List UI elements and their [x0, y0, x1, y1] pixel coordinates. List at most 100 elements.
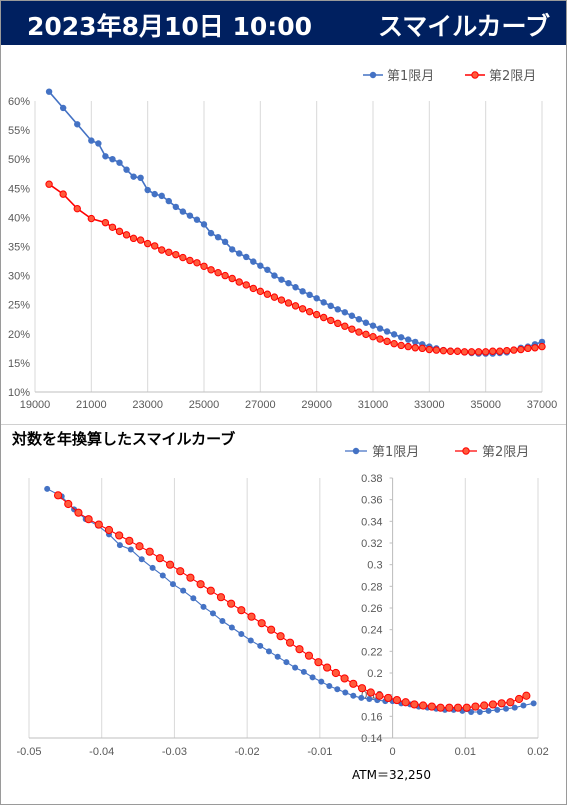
data-point: [323, 663, 332, 672]
data-point: [138, 556, 145, 563]
data-point: [145, 547, 154, 556]
data-point: [390, 339, 398, 348]
data-point: [151, 190, 158, 198]
data-point: [109, 156, 116, 163]
data-point: [116, 159, 123, 166]
data-point: [250, 258, 257, 265]
data-point: [384, 693, 393, 703]
data-point: [176, 567, 185, 576]
data-point: [263, 290, 272, 298]
data-point: [59, 104, 67, 112]
data-point: [320, 313, 328, 322]
x-tick-label: -0.03: [162, 746, 187, 758]
data-point: [74, 508, 83, 517]
data-point: [135, 542, 144, 551]
data-point: [341, 322, 349, 330]
y-tick-label: 0.32: [361, 538, 382, 550]
data-point: [404, 342, 412, 351]
data-point: [292, 664, 299, 671]
data-point: [165, 248, 173, 257]
data-point: [348, 325, 356, 333]
data-point: [327, 302, 334, 310]
data-point: [115, 227, 124, 236]
y-tick-label: 40%: [8, 212, 30, 224]
data-point: [467, 348, 476, 356]
data-point: [453, 347, 462, 355]
data-point: [94, 520, 103, 529]
x-tick-label: -0.05: [16, 746, 41, 758]
data-point: [503, 346, 511, 355]
y-tick-label: 10%: [8, 387, 30, 399]
data-point: [376, 335, 384, 343]
data-point: [392, 695, 402, 705]
data-point: [242, 281, 250, 289]
data-point: [369, 322, 377, 329]
y-tick-label: 35%: [8, 242, 30, 254]
data-point: [172, 250, 180, 259]
data-point: [401, 698, 410, 707]
data-point: [104, 525, 114, 535]
data-point: [445, 703, 454, 712]
data-point: [200, 262, 208, 270]
data-point: [88, 137, 95, 144]
x-tick-label: 33000: [414, 399, 445, 411]
data-point: [318, 678, 325, 685]
data-point: [341, 309, 349, 316]
data-point: [45, 180, 53, 188]
data-point: [172, 203, 180, 211]
legend-marker-2: [471, 71, 479, 79]
data-point: [283, 659, 290, 666]
legend-marker-1: [352, 447, 360, 455]
data-point: [151, 242, 159, 250]
data-point: [355, 316, 363, 323]
data-point: [334, 319, 342, 328]
x-tick-label: 25000: [189, 399, 220, 411]
y-tick-label: 0.34: [361, 516, 382, 528]
data-point: [410, 700, 419, 709]
data-point: [277, 296, 286, 304]
data-point: [53, 491, 63, 500]
y-tick-label: 0.36: [361, 495, 382, 507]
data-point: [144, 186, 151, 194]
x-tick-label: 23000: [132, 399, 163, 411]
data-point: [432, 346, 441, 354]
data-point: [186, 212, 194, 219]
data-point: [108, 223, 117, 231]
data-point: [503, 705, 510, 712]
data-point: [383, 337, 391, 346]
data-point: [193, 216, 201, 223]
data-point: [216, 593, 226, 602]
x-tick-label: 37000: [527, 399, 558, 411]
data-point: [249, 284, 257, 293]
y-tick-label: 15%: [8, 358, 30, 370]
data-point: [306, 291, 313, 299]
data-point: [127, 546, 134, 553]
legend-marker-1: [369, 71, 377, 79]
data-point: [221, 271, 229, 280]
data-point: [376, 325, 384, 332]
data-point: [165, 560, 175, 569]
data-point: [496, 347, 504, 355]
data-point: [366, 688, 375, 697]
data-point: [425, 345, 434, 354]
data-point: [228, 624, 235, 631]
data-point: [214, 268, 222, 277]
data-point: [300, 668, 307, 675]
data-point: [334, 306, 341, 313]
series-line-1: [46, 488, 534, 713]
data-point: [238, 631, 245, 637]
data-point: [180, 587, 187, 594]
data-point: [143, 239, 152, 248]
y-tick-label: 30%: [8, 271, 30, 283]
data-point: [257, 262, 264, 269]
data-point: [169, 581, 176, 588]
data-point: [480, 701, 489, 710]
data-point: [243, 253, 250, 261]
x-tick-label: -0.02: [235, 746, 260, 758]
data-point: [405, 336, 412, 343]
legend-marker-2: [462, 447, 470, 455]
data-point: [137, 174, 144, 182]
data-point: [326, 683, 333, 689]
data-point: [186, 573, 195, 582]
data-point: [375, 691, 384, 700]
